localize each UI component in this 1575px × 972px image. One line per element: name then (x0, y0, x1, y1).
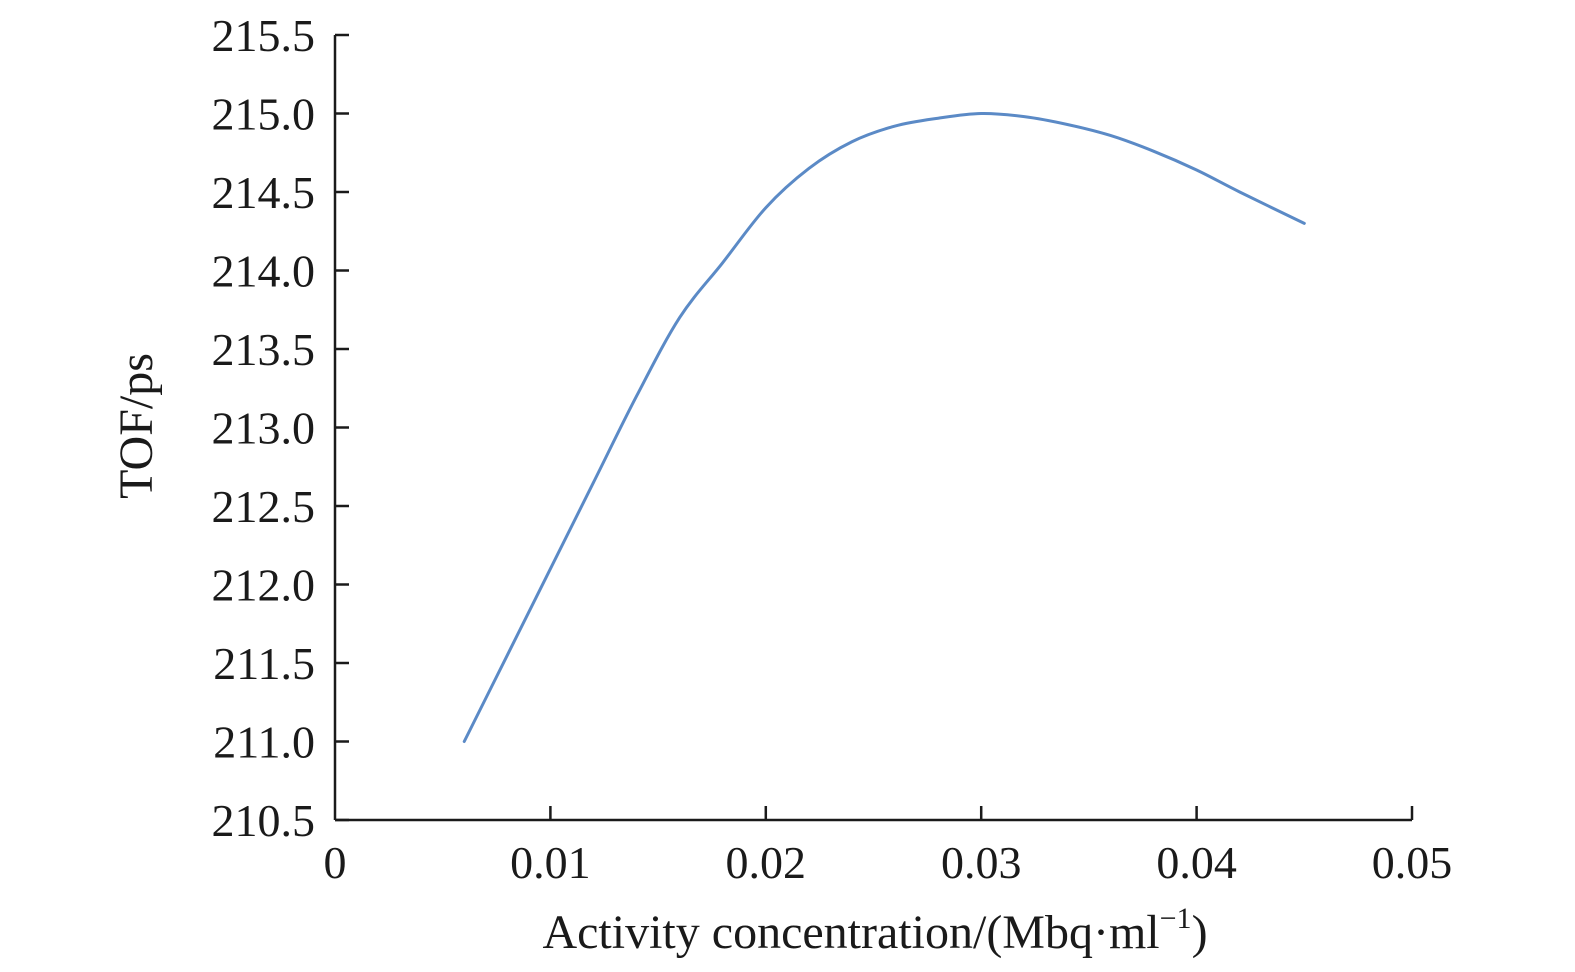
y-tick-label: 212.5 (212, 481, 316, 532)
x-tick-label: 0.03 (941, 837, 1022, 888)
x-axis-title-main: Activity concentration/(Mbq·ml (542, 906, 1159, 959)
y-axis-title: TOF/ps (110, 353, 163, 499)
x-tick-label: 0.01 (510, 837, 591, 888)
y-axis-ticks: 210.5 211.0 211.5 212.0 212.5 213.0 213.5 214.0… (212, 10, 349, 846)
y-tick-label: 211.0 (213, 717, 315, 768)
y-tick-label: 210.5 (212, 795, 316, 846)
x-axis-ticks: 0 0.01 0.02 0.03 0.04 0.05 (324, 806, 1453, 888)
tof-series-line (462, 111, 1306, 743)
y-tick-label: 214.0 (212, 246, 316, 297)
x-axis-title: Activity concentration/(Mbq·ml−1) (542, 902, 1207, 959)
y-tick-label: 213.0 (212, 403, 316, 454)
x-tick-label: 0.02 (726, 837, 807, 888)
x-tick-label: 0 (324, 837, 347, 888)
y-tick-label: 215.5 (212, 10, 316, 61)
y-tick-label: 211.5 (213, 638, 315, 689)
x-axis-title-superscript: −1 (1160, 902, 1192, 935)
y-tick-label: 213.5 (212, 324, 316, 375)
y-tick-label: 214.5 (212, 167, 316, 218)
x-axis-title-close: ) (1192, 906, 1208, 959)
x-tick-label: 0.05 (1372, 837, 1453, 888)
y-tick-label: 215.0 (212, 89, 316, 140)
x-tick-label: 0.04 (1156, 837, 1237, 888)
y-tick-label: 212.0 (212, 560, 316, 611)
